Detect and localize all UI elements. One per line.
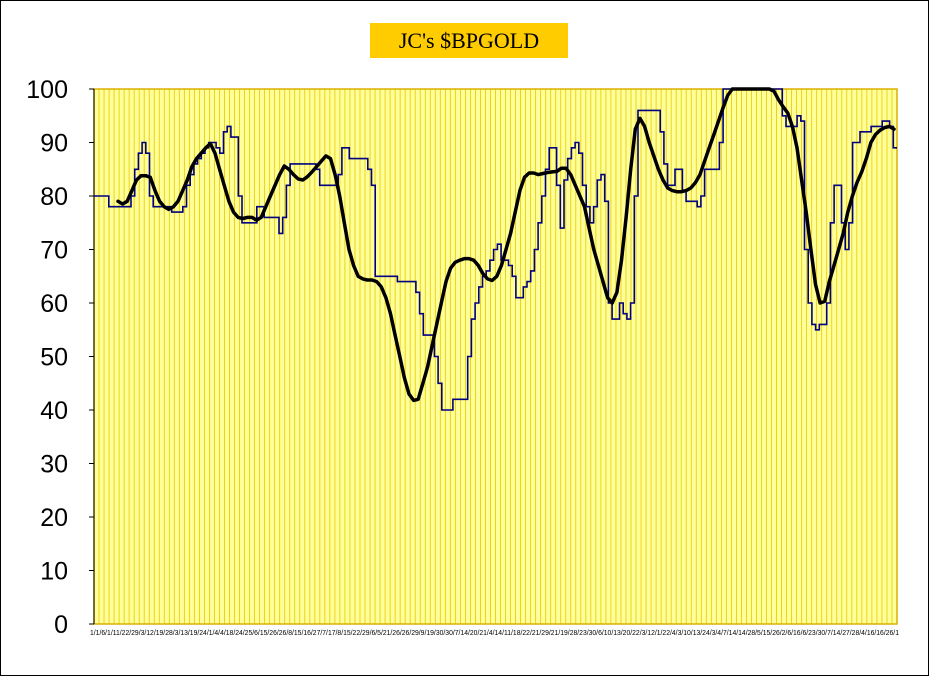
x-tick-labels: 1/1/6/1/11/22/29/3/12/19/28/3/13/19/24/1… (90, 630, 899, 637)
smoothed-series-line (116, 87, 896, 403)
y-tick-label: 60 (40, 290, 68, 318)
y-axis (89, 88, 95, 625)
y-tick-label: 0 (54, 611, 68, 639)
y-tick-label: 20 (40, 504, 68, 532)
y-tick-label: 10 (40, 558, 68, 586)
y-tick-label: 90 (40, 130, 68, 158)
y-tick-label: 70 (40, 237, 68, 265)
gridlines (93, 89, 898, 624)
y-tick-label: 50 (40, 344, 68, 372)
y-tick-label: 100 (26, 76, 68, 104)
y-tick-labels: 0 10 20 30 40 50 60 70 80 90 100 (26, 76, 68, 639)
series-lines (94, 87, 897, 411)
y-tick-label: 30 (40, 451, 68, 479)
y-tick-label: 80 (40, 183, 68, 211)
y-tick-label: 40 (40, 397, 68, 425)
chart-title: JC's $BPGOLD (370, 23, 568, 58)
